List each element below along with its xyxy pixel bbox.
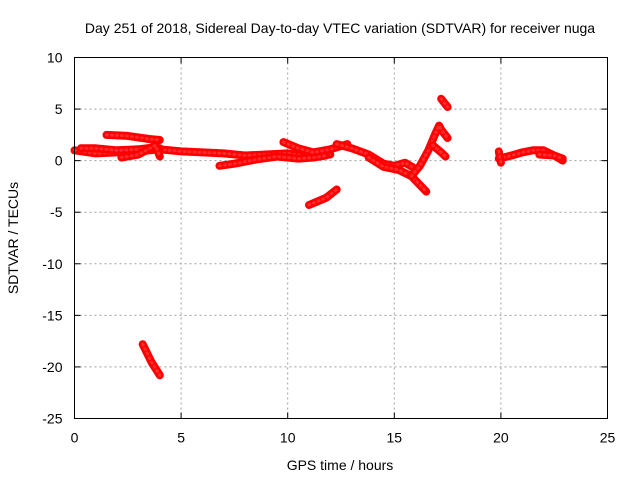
series-track-12-texture [431, 143, 447, 158]
x-tick-label: 15 [387, 430, 403, 446]
y-axis-label: SDTVAR / TECUs [5, 182, 21, 294]
y-tick-label: -5 [50, 204, 63, 220]
y-tick-label: -20 [42, 359, 62, 375]
series-track-14-texture [497, 148, 565, 163]
x-axis-label: GPS time / hours [287, 457, 394, 473]
y-tick-label: 5 [55, 101, 63, 117]
y-tick-label: -10 [42, 256, 62, 272]
plot-frame [74, 57, 608, 419]
chart-title: Day 251 of 2018, Sidereal Day-to-day VTE… [85, 20, 595, 36]
y-tick-label: 10 [47, 50, 63, 66]
series-track-1-texture [73, 147, 332, 158]
y-tick-label: 0 [55, 153, 63, 169]
x-tick-label: 0 [71, 430, 79, 446]
grid-layer [74, 57, 608, 419]
series-layer [70, 94, 567, 380]
x-tick-label: 25 [600, 430, 616, 446]
x-tick-label: 10 [280, 430, 296, 446]
series-track-8-texture [307, 188, 339, 207]
series-track-10-texture [367, 156, 428, 194]
y-tick-label: -25 [42, 411, 62, 427]
series-track-3-texture [105, 133, 162, 142]
series-track-13-texture [439, 97, 450, 109]
series-track-4-texture [119, 143, 162, 159]
x-tick-label: 5 [177, 430, 185, 446]
series-track-6-texture [218, 154, 328, 168]
y-tick-label: -15 [42, 307, 62, 323]
series-track-5-texture [141, 342, 162, 377]
tick-layer: 0 5 10 15 20 25 10 5 0 -5 -10 -15 -20 -25 [42, 50, 615, 446]
x-tick-label: 20 [493, 430, 509, 446]
series-track-15-texture [497, 149, 503, 165]
series-track-11 [407, 121, 452, 181]
series-track-16-texture [537, 153, 565, 161]
